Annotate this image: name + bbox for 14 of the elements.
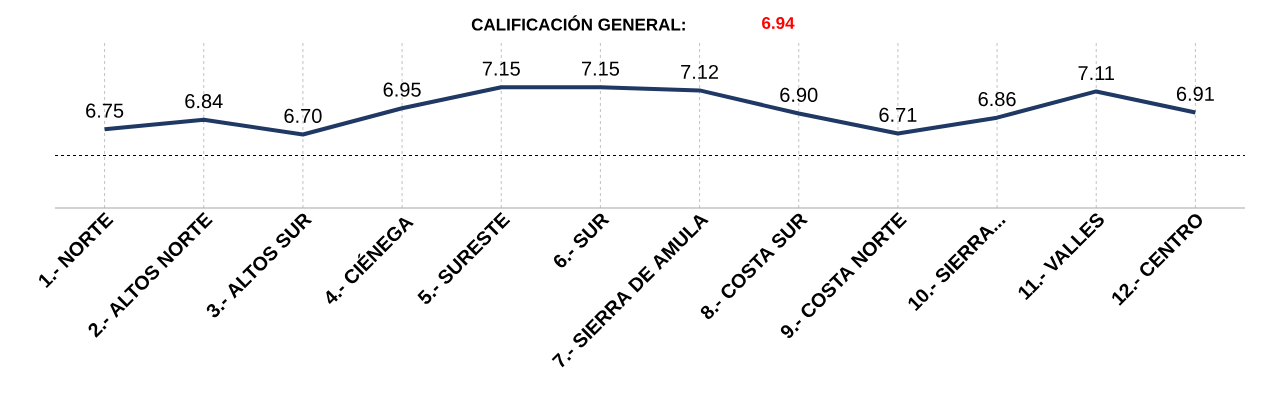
data-label: 7.15: [581, 61, 620, 76]
data-label: 6.75: [86, 103, 124, 118]
data-label: 7.11: [1078, 66, 1114, 80]
data-label: 7.12: [681, 64, 719, 79]
data-label: 6.84: [185, 94, 223, 109]
data-label: 6.71: [879, 107, 917, 122]
data-label: 7.15: [482, 61, 520, 76]
data-label: 6.91: [1176, 86, 1214, 101]
data-label: 6.86: [978, 92, 1016, 107]
data-label: 6.95: [383, 82, 421, 97]
chart-title: CALIFICACIÓN GENERAL:: [471, 15, 685, 31]
data-label: 6.70: [284, 108, 322, 123]
data-label: 6.90: [780, 87, 818, 102]
chart-subtitle: 6.94: [762, 16, 795, 30]
